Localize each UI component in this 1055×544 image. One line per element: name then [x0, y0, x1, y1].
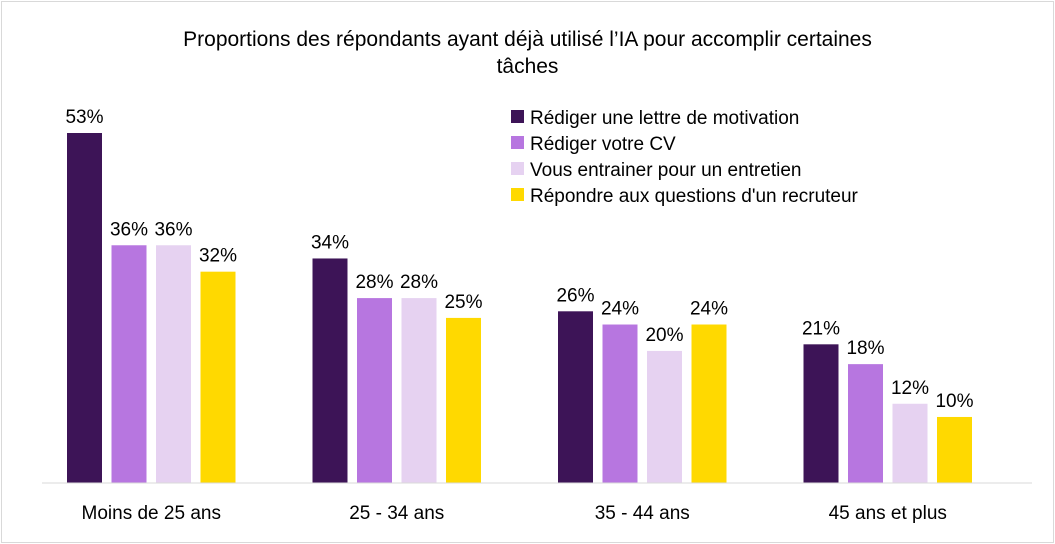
legend-swatch-3	[511, 188, 524, 201]
category-label-2: 35 - 44 ans	[595, 503, 690, 524]
value-label-1-1: 28%	[355, 272, 393, 293]
value-label-1-2: 28%	[400, 272, 438, 293]
bar-2-0	[558, 311, 593, 483]
value-label-0-3: 32%	[199, 246, 237, 267]
bar-1-1	[357, 298, 392, 483]
legend-swatch-2	[511, 162, 524, 175]
value-label-3-1: 18%	[846, 338, 884, 359]
chart-title-line-2: tâches	[496, 55, 559, 78]
value-label-0-2: 36%	[154, 219, 192, 240]
legend-label-0: Rédiger une lettre de motivation	[530, 108, 799, 129]
legend-label-3: Répondre aux questions d'un recruteur	[530, 186, 859, 207]
value-label-0-1: 36%	[110, 219, 148, 240]
bar-0-1	[111, 245, 147, 483]
bar-1-3	[446, 317, 481, 483]
bar-3-0	[803, 344, 839, 483]
value-label-3-3: 10%	[935, 391, 973, 412]
value-label-0-0: 53%	[65, 107, 103, 128]
value-label-3-0: 21%	[802, 318, 840, 339]
value-label-1-0: 34%	[311, 232, 349, 253]
bar-0-2	[156, 245, 191, 483]
value-label-3-2: 12%	[891, 378, 929, 399]
category-labels-group: Moins de 25 ans 25 - 34 ans 35 - 44 ans 45 …	[82, 503, 947, 524]
legend-label-2: Vous entrainer pour un entretien	[530, 160, 801, 181]
chart-title-line-1: Proportions des répondants ayant déjà ut…	[183, 28, 872, 51]
category-label-3: 45 ans et plus	[829, 503, 947, 524]
bar-3-2	[892, 403, 928, 483]
value-label-2-1: 24%	[601, 299, 639, 320]
value-labels-group: 53% 36% 36% 32% 34% 28% 28% 25% 26% 24% 20% 24% 21% 1…	[65, 107, 973, 412]
value-label-2-0: 26%	[556, 285, 594, 306]
bar-1-2	[401, 298, 437, 483]
bar-0-3	[200, 271, 236, 483]
value-label-1-3: 25%	[444, 292, 482, 313]
value-label-2-3: 24%	[690, 299, 728, 320]
legend-swatch-0	[511, 110, 524, 123]
bar-3-1	[848, 364, 883, 483]
value-label-2-2: 20%	[645, 325, 683, 346]
bar-2-2	[647, 350, 682, 483]
category-label-0: Moins de 25 ans	[82, 503, 221, 524]
category-label-1: 25 - 34 ans	[349, 503, 444, 524]
legend-swatch-1	[511, 136, 524, 149]
bar-3-3	[937, 416, 972, 483]
legend-label-1: Rédiger votre CV	[530, 134, 676, 155]
chart-title: Proportions des répondants ayant déjà ut…	[0, 26, 1055, 80]
bars-group	[67, 133, 972, 483]
bar-0-0	[67, 133, 102, 483]
bar-2-1	[602, 324, 638, 483]
bar-1-0	[312, 258, 348, 483]
legend: Rédiger une lettre de motivation Rédiger …	[511, 108, 859, 207]
bar-2-3	[691, 324, 727, 483]
